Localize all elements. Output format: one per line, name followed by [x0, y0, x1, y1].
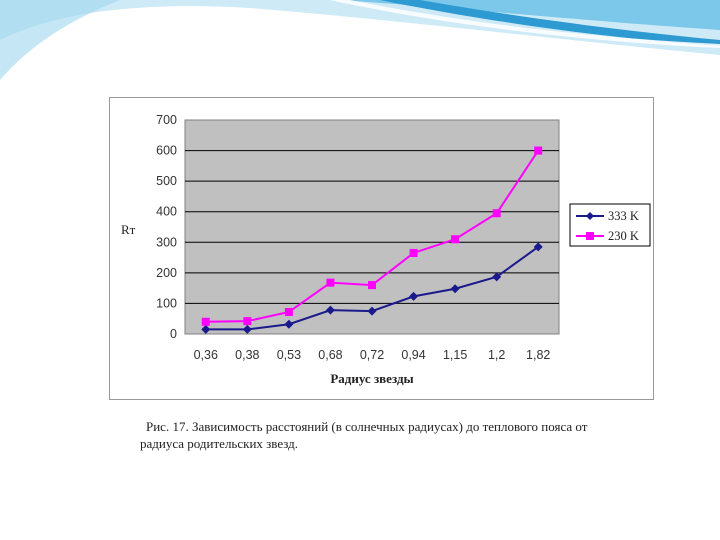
data-point-s1-3 — [325, 305, 335, 315]
data-point-s1-8 — [533, 242, 543, 252]
slide-header-decoration — [0, 0, 720, 80]
x-tick-label: 0,94 — [401, 348, 425, 362]
y-tick-label: 100 — [156, 296, 177, 310]
decor-wave-mid — [0, 0, 720, 30]
data-point-s2-3 — [326, 278, 335, 287]
y-tick-label: 300 — [156, 235, 177, 249]
data-point-s2-2 — [284, 307, 293, 316]
plot-area — [184, 119, 560, 335]
legend-marker-333k — [586, 212, 594, 220]
x-tick-label: 1,15 — [443, 348, 467, 362]
y-tick-label: 200 — [156, 266, 177, 280]
data-point-s2-1 — [243, 317, 252, 326]
x-tick-label: 0,68 — [318, 348, 342, 362]
legend-label-333k: 333 K — [608, 209, 639, 223]
data-point-s1-5 — [409, 291, 419, 301]
figure-caption: Рис. 17. Зависимость расстояний (в солне… — [140, 419, 588, 451]
data-point-s1-2 — [284, 319, 294, 329]
data-point-s1-7 — [492, 272, 502, 282]
x-tick-label: 0,38 — [235, 348, 259, 362]
x-tick-label: 1,2 — [488, 348, 505, 362]
data-point-s2-0 — [201, 317, 210, 326]
y-tick-label: 500 — [156, 174, 177, 188]
y-axis-ticks: 0 100 200 300 400 500 600 700 — [156, 113, 177, 341]
x-tick-label: 0,53 — [277, 348, 301, 362]
x-tick-label: 0,36 — [194, 348, 218, 362]
decor-wave-dark — [380, 0, 720, 46]
series-markers — [201, 146, 543, 334]
x-tick-label: 1,82 — [526, 348, 550, 362]
x-tick-label: 0,72 — [360, 348, 384, 362]
x-axis-title: Радиус звезды — [330, 371, 413, 386]
decor-left-corner — [0, 0, 120, 80]
y-tick-label: 400 — [156, 205, 177, 219]
legend-label-230k: 230 K — [608, 229, 639, 243]
y-tick-label: 700 — [156, 113, 177, 127]
legend-box — [569, 203, 651, 247]
decor-swoosh-white — [330, 0, 720, 48]
x-axis-ticks: 0,36 0,38 0,53 0,68 0,72 0,94 1,15 1,2 1,82 — [194, 348, 551, 362]
y-axis-title: Rт — [121, 222, 136, 237]
y-tick-label: 600 — [156, 144, 177, 158]
data-point-s2-5 — [409, 248, 418, 257]
data-point-s2-7 — [492, 209, 501, 218]
data-point-s1-4 — [367, 306, 377, 316]
data-point-s2-4 — [368, 281, 376, 290]
chart-frame: 0 100 200 300 400 500 600 700 0,36 0,38 0,53 0,68 0… — [109, 97, 654, 400]
data-point-s1-1 — [242, 324, 252, 334]
legend-marker-230k — [586, 232, 594, 240]
legend: 333 K 230 K — [569, 203, 651, 247]
data-point-s2-6 — [451, 235, 460, 244]
data-point-s2-8 — [534, 146, 543, 155]
data-point-s1-6 — [450, 284, 460, 294]
y-tick-label: 0 — [170, 327, 177, 341]
data-point-s1-0 — [201, 324, 211, 334]
